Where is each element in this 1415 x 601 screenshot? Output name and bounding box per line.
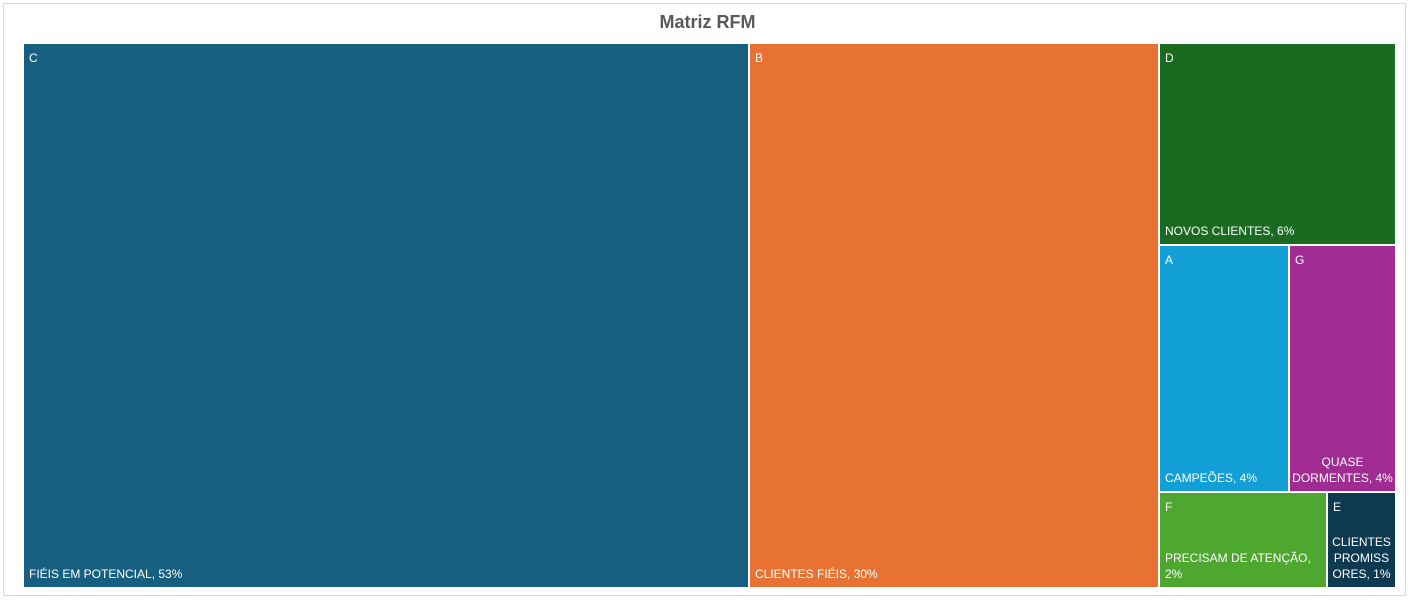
tile-data-label: FIÉIS EM POTENCIAL, 53% (29, 567, 183, 581)
tile-id-label: A (1165, 253, 1174, 267)
tile-data-label: CLIENTES PROMISSORES, 1% (1332, 535, 1391, 581)
treemap-tile-b[interactable]: B CLIENTES FIÉIS, 30% (749, 43, 1159, 588)
tile-id-label: E (1333, 500, 1342, 514)
tile-data-label: PRECISAM DE ATENÇÃO, 2% (1165, 551, 1311, 581)
chart-title: Matriz RFM (659, 12, 756, 32)
tile-data-label: NOVOS CLIENTES, 6% (1165, 224, 1295, 238)
treemap-tile-e[interactable]: E CLIENTES PROMISSORES, 1% (1327, 492, 1396, 588)
tile-data-label: CLIENTES FIÉIS, 30% (755, 567, 878, 581)
tile-data-label: CAMPEÕES, 4% (1165, 471, 1258, 485)
treemap-tile-a[interactable]: A CAMPEÕES, 4% (1159, 245, 1289, 492)
tile-id-label: F (1165, 500, 1173, 514)
tile-id-label: G (1295, 253, 1305, 267)
tile-id-label: B (755, 51, 764, 65)
treemap-tile-c[interactable]: C FIÉIS EM POTENCIAL, 53% (23, 43, 749, 588)
tile-id-label: D (1165, 51, 1174, 65)
tile-data-label: QUASE DORMENTES, 4% (1292, 455, 1393, 485)
treemap-tile-f[interactable]: F PRECISAM DE ATENÇÃO, 2% (1159, 492, 1327, 588)
treemap-tile-g[interactable]: G QUASE DORMENTES, 4% (1289, 245, 1396, 492)
tile-id-label: C (29, 51, 38, 65)
treemap-tile-d[interactable]: D NOVOS CLIENTES, 6% (1159, 43, 1396, 245)
